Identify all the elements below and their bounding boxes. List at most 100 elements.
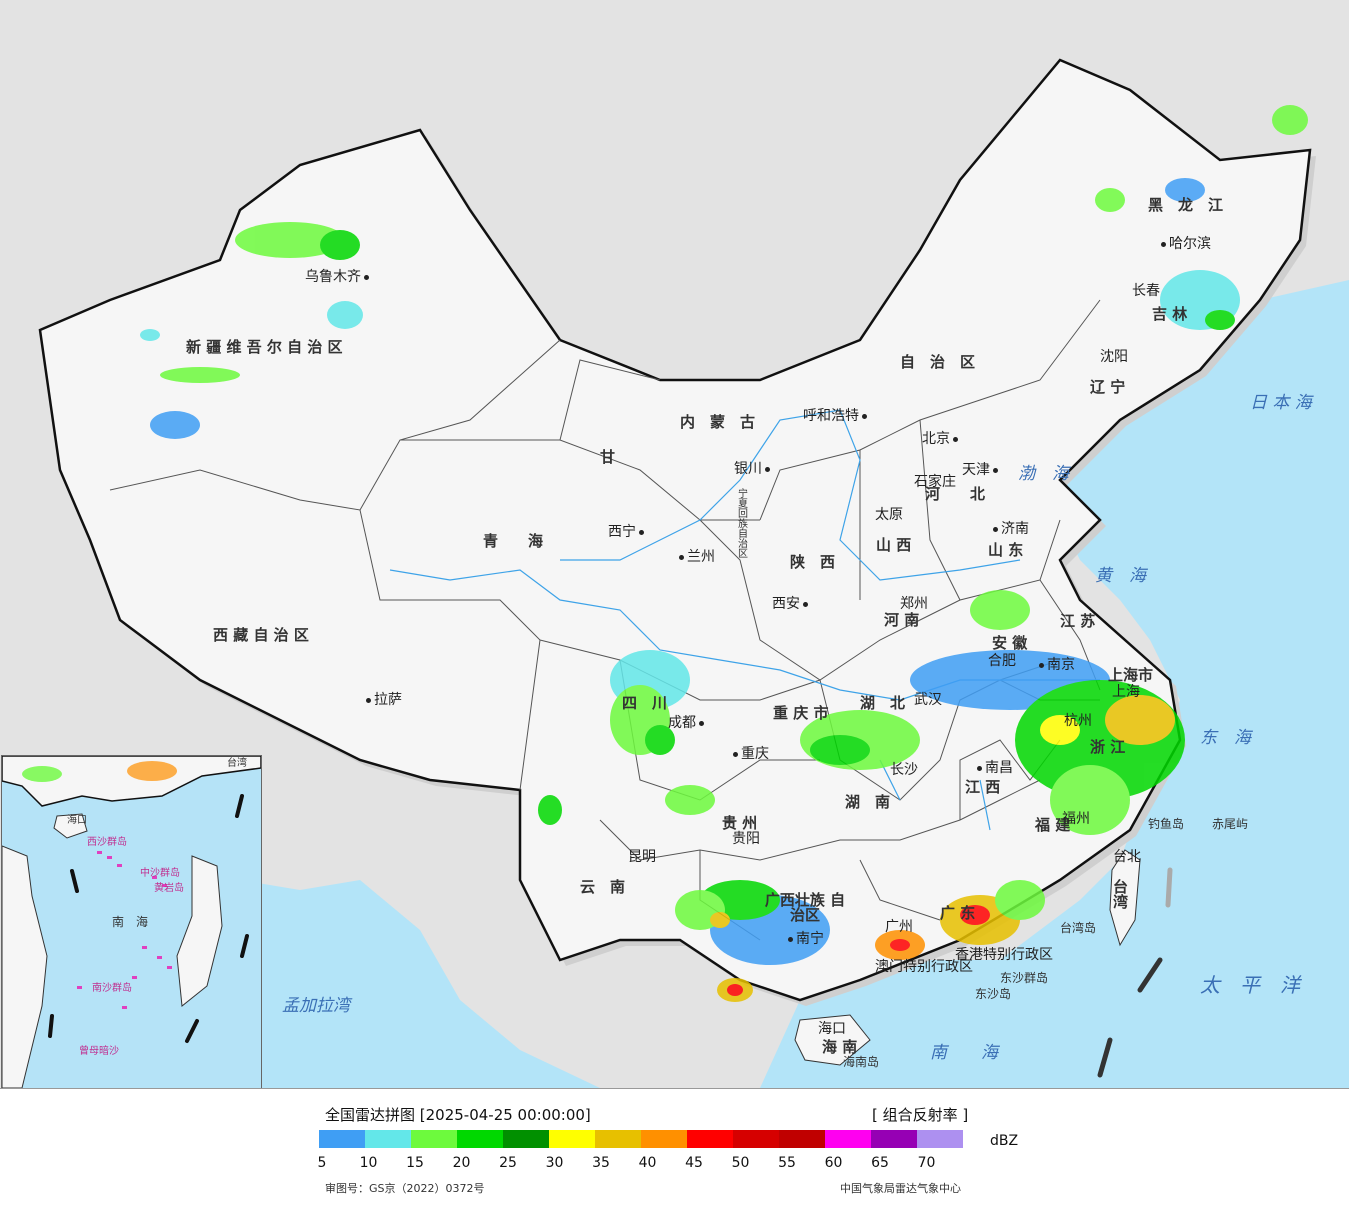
scale-tick: 20 (452, 1155, 471, 1171)
province-anhui: 安 徽 (992, 634, 1028, 652)
echo-south-china (675, 880, 1045, 1002)
province-qinghai: 青 海 (483, 532, 544, 550)
inset-label-taiwan: 台湾 (227, 758, 247, 769)
sea-ribenhai: 日 本 海 (1250, 393, 1312, 413)
scale-tick: 65 (871, 1155, 889, 1171)
echo-southwest (538, 650, 715, 825)
legend-product: [ 组合反射率 ] (872, 1106, 969, 1124)
city-changchun: 长春 (1132, 283, 1160, 299)
inset-label-nansha: 南沙群岛 (92, 983, 132, 994)
province-neimenggu: 内 蒙 古 (680, 413, 756, 431)
inset-mainland (2, 756, 261, 807)
inset-label-nanhai: 南 海 (112, 915, 149, 929)
province-shanxi: 山 西 (876, 536, 912, 554)
province-jilin: 吉 林 (1152, 305, 1188, 323)
scale-swatch (917, 1130, 963, 1148)
province-chongqing: 重 庆 市 (773, 704, 829, 722)
sea-nanhai: 南 海 (930, 1043, 998, 1063)
city-shanghai: 上海 (1112, 684, 1140, 700)
province-heilongjiang: 黑 龙 江 (1148, 196, 1224, 214)
scale-swatch (641, 1130, 687, 1148)
scale-swatch (779, 1130, 825, 1148)
island-dongshadao: 东沙岛 (975, 987, 1012, 1001)
inset-echo (22, 766, 62, 782)
scale-tick: 30 (545, 1155, 564, 1171)
scale-swatch (595, 1130, 641, 1148)
province-gansu: 甘 (600, 448, 616, 466)
province-jiangsu: 江 苏 (1060, 612, 1096, 630)
inset-philippines (176, 855, 223, 1007)
scale-tick: 55 (778, 1155, 796, 1171)
inset-west-land (2, 845, 48, 1088)
province-shaanxi: 陕 西 (790, 553, 836, 571)
city-nanchang: 南昌 (974, 761, 1013, 775)
data-source: 中国气象局雷达气象中心 (840, 1182, 961, 1195)
scale-swatch (457, 1130, 503, 1148)
city-kunming: 昆明 (628, 849, 656, 865)
scale-swatch (365, 1130, 411, 1148)
inset-dash-line (48, 794, 249, 1043)
city-hangzhou: 杭州 (1064, 713, 1092, 729)
taiwan-island (1109, 849, 1141, 947)
island-diaoyudao: 钓鱼岛 (1148, 817, 1185, 831)
city-taibei: 台北 (1113, 849, 1141, 865)
radar-map: 新 疆 维 吾 尔 自 治 区 西 藏 自 治 区 青 海 甘 内 蒙 古 自 … (0, 0, 1349, 1089)
province-shanghai: 上海市 (1108, 666, 1154, 684)
inset-canvas (2, 756, 261, 1088)
city-nanning: 南宁 (785, 932, 824, 946)
inset-label-zengmu: 曾母暗沙 (79, 1046, 119, 1057)
china-landmass (38, 58, 1312, 1002)
scale-swatch (411, 1130, 457, 1148)
legend-unit: dBZ (990, 1133, 1019, 1149)
echo-xinjiang (140, 222, 363, 439)
sea-mengjialawan: 孟加拉湾 (282, 996, 350, 1016)
scale-tick: 10 (359, 1155, 378, 1171)
island-dongshaqundao: 东沙群岛 (1000, 971, 1049, 985)
province-taiwan: 台 湾 (1113, 878, 1129, 911)
scale-tick: 5 (317, 1155, 327, 1171)
scale-swatch (549, 1130, 595, 1148)
province-boundaries (109, 299, 1101, 941)
city-xian: 西安 (772, 597, 811, 611)
province-zhejiang: 浙 江 (1090, 738, 1126, 756)
province-fujian: 福 建 (1035, 816, 1071, 834)
scale-swatch (871, 1130, 917, 1148)
city-zhengzhou: 郑州 (900, 596, 928, 612)
city-hongkong: 香港特别行政区 (955, 947, 1053, 963)
city-guangzhou: 广州 (885, 919, 913, 935)
province-zizhiqu: 自 治 区 (900, 353, 976, 371)
scale-tick: 45 (685, 1155, 703, 1171)
sea-bohai: 渤 海 (1018, 464, 1069, 484)
sea-huanghai: 黄 海 (1095, 566, 1146, 586)
city-xining: 西宁 (608, 525, 647, 539)
province-xizang: 西 藏 自 治 区 (213, 626, 309, 644)
legend-panel: 全国雷达拼图 [2025-04-25 00:00:00] [ 组合反射率 ] 5… (0, 1089, 1349, 1208)
province-ningxia: 宁夏回族自治区 (738, 489, 748, 560)
legend-title: 全国雷达拼图 [2025-04-25 00:00:00] (325, 1106, 591, 1124)
city-urumqi: 乌鲁木齐 (305, 270, 372, 284)
inset-label-huangyan: 黄岩岛 (154, 883, 184, 894)
south-china-sea-inset: 南 海 西沙群岛 中沙群岛 黄岩岛 南沙群岛 曾母暗沙 海口 台湾 (1, 755, 262, 1088)
scale-swatch (733, 1130, 779, 1148)
province-sichuan: 四 川 (622, 694, 668, 712)
scale-swatch (687, 1130, 733, 1148)
province-yunnan: 云 南 (580, 878, 626, 896)
city-wuhan: 武汉 (914, 692, 942, 708)
island-chiweiyu: 赤尾屿 (1212, 817, 1249, 831)
province-xinjiang: 新 疆 维 吾 尔 自 治 区 (186, 338, 343, 356)
province-guangxi: 广西壮族 自治区 (764, 891, 846, 924)
scale-swatch (825, 1130, 871, 1148)
city-haikou: 海口 (818, 1021, 846, 1037)
province-hubei: 湖 北 (860, 694, 906, 712)
city-tianjin: 天津 (962, 463, 1001, 477)
scale-swatch (503, 1130, 549, 1148)
inset-hainan (53, 813, 88, 839)
city-fuzhou: 福州 (1062, 811, 1090, 827)
scale-swatch (319, 1130, 365, 1148)
city-shenyang: 沈阳 (1100, 349, 1128, 365)
inset-label-zhongsha: 中沙群岛 (140, 868, 180, 879)
scale-tick: 70 (917, 1155, 936, 1171)
map-review-number: 审图号：GS京（2022）0372号 (325, 1182, 485, 1195)
inset-echo (127, 761, 177, 781)
city-yinchuan: 银川 (734, 462, 773, 476)
